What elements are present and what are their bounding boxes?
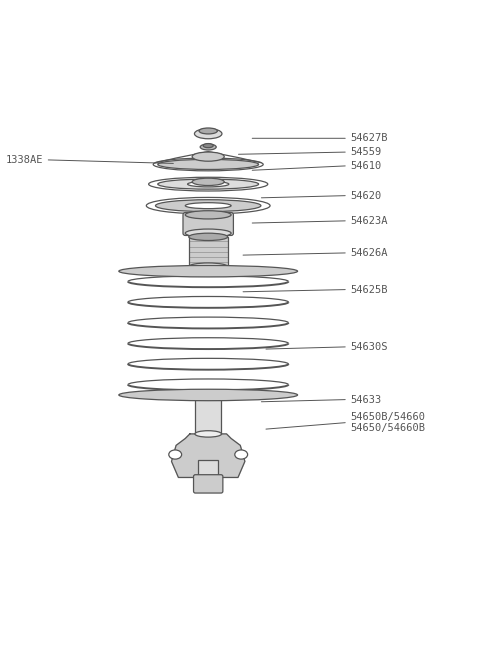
- Ellipse shape: [188, 181, 229, 187]
- Ellipse shape: [119, 265, 298, 277]
- Ellipse shape: [199, 128, 217, 134]
- Polygon shape: [171, 434, 245, 478]
- Text: 54630S: 54630S: [350, 342, 388, 352]
- Ellipse shape: [153, 158, 263, 171]
- Ellipse shape: [195, 392, 221, 398]
- FancyBboxPatch shape: [193, 475, 223, 493]
- Text: 54625B: 54625B: [350, 284, 388, 294]
- Text: 54559: 54559: [350, 147, 382, 157]
- Bar: [195, 395, 221, 434]
- Text: 54623A: 54623A: [350, 215, 388, 226]
- Ellipse shape: [146, 197, 270, 214]
- Ellipse shape: [189, 263, 228, 270]
- Text: 54633: 54633: [350, 395, 382, 405]
- Text: 54627B: 54627B: [350, 133, 388, 143]
- FancyBboxPatch shape: [183, 213, 233, 235]
- Bar: [189, 237, 228, 267]
- Ellipse shape: [200, 144, 216, 150]
- Ellipse shape: [185, 229, 231, 237]
- Ellipse shape: [235, 450, 248, 459]
- Ellipse shape: [189, 233, 228, 240]
- Ellipse shape: [194, 129, 222, 139]
- Ellipse shape: [158, 179, 259, 189]
- Text: 54610: 54610: [350, 161, 382, 171]
- Ellipse shape: [192, 178, 224, 185]
- Ellipse shape: [185, 211, 231, 219]
- Text: 1338AE: 1338AE: [6, 155, 43, 165]
- Ellipse shape: [149, 177, 268, 191]
- Ellipse shape: [203, 144, 213, 148]
- Ellipse shape: [169, 450, 181, 459]
- Ellipse shape: [195, 431, 221, 437]
- Text: 54620: 54620: [350, 191, 382, 200]
- Text: 54650B/54660
54650/54660B: 54650B/54660 54650/54660B: [350, 412, 425, 433]
- Text: 54626A: 54626A: [350, 248, 388, 258]
- Ellipse shape: [156, 200, 261, 212]
- Ellipse shape: [185, 203, 231, 209]
- Ellipse shape: [158, 160, 259, 170]
- Ellipse shape: [192, 152, 224, 161]
- Ellipse shape: [119, 389, 298, 401]
- Bar: [198, 460, 218, 478]
